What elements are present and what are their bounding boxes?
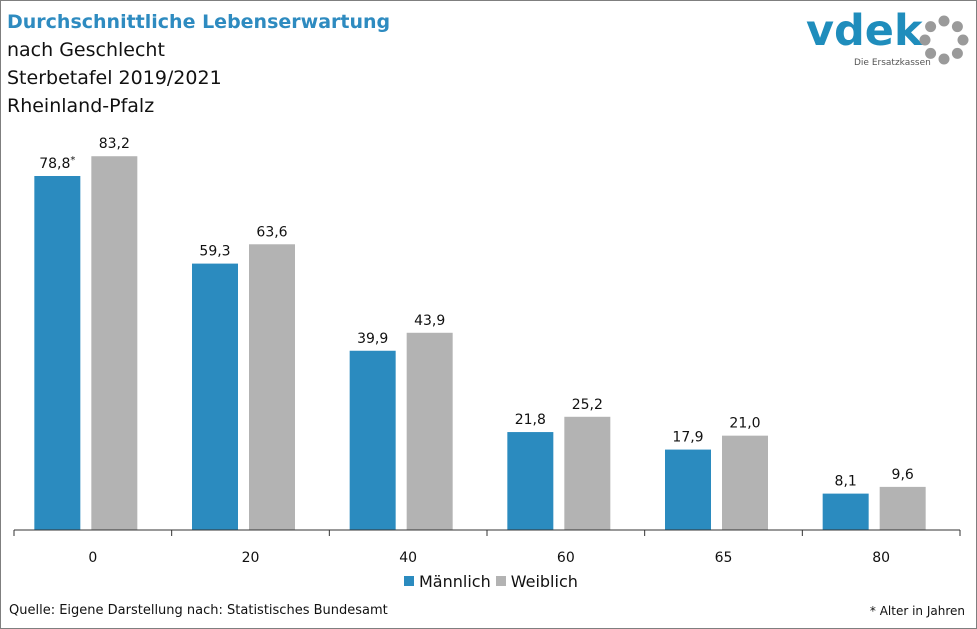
title-line-4: Rheinland-Pfalz bbox=[7, 95, 155, 117]
title-line-3: Sterbetafel 2019/2021 bbox=[7, 67, 222, 89]
data-label-male-80: 8,1 bbox=[835, 474, 857, 490]
title-line-1: Durchschnittliche Lebenserwartung bbox=[7, 11, 391, 33]
legend-swatch-female bbox=[495, 576, 506, 586]
data-label-female-65: 21,0 bbox=[729, 416, 760, 432]
data-label-female-80: 9,6 bbox=[892, 467, 914, 483]
data-label-male-20: 59,3 bbox=[199, 244, 230, 260]
data-label-male-60: 21,8 bbox=[515, 412, 546, 428]
bar-male-0 bbox=[34, 176, 81, 530]
bar-male-65 bbox=[665, 449, 711, 530]
x-tick-label-20: 20 bbox=[242, 550, 260, 566]
bar-female-20 bbox=[249, 244, 295, 530]
data-label-female-40: 43,9 bbox=[414, 313, 445, 329]
bar-female-60 bbox=[564, 416, 611, 530]
bar-female-40 bbox=[406, 332, 453, 530]
legend-label-male: Männlich bbox=[419, 571, 491, 591]
bar-female-0 bbox=[91, 156, 138, 530]
x-tick-label-0: 0 bbox=[88, 550, 97, 566]
logo-subtitle: Die Ersatzkassen bbox=[854, 58, 931, 68]
bar-female-80 bbox=[879, 486, 926, 530]
logo-wordmark: vdek bbox=[806, 6, 923, 56]
bar-male-80 bbox=[822, 493, 869, 530]
bar-male-20 bbox=[192, 263, 238, 530]
title-line-2: nach Geschlecht bbox=[7, 39, 165, 61]
bar-chart: 78,8* 83,2 0 59,3 63,6 20 39,9 43,9 40 21,8 25,2 60… bbox=[13, 136, 961, 566]
x-tick-label-65: 65 bbox=[715, 550, 733, 566]
footnote-marker: * bbox=[70, 155, 75, 166]
age-footnote: * Alter in Jahren bbox=[869, 604, 965, 618]
data-label-male-65: 17,9 bbox=[672, 430, 703, 446]
x-tick-label-40: 40 bbox=[399, 550, 417, 566]
x-tick-label-80: 80 bbox=[872, 550, 890, 566]
bar-male-60 bbox=[507, 432, 554, 530]
data-label-female-60: 25,2 bbox=[572, 397, 603, 413]
legend: Männlich Weiblich bbox=[404, 571, 583, 591]
bar-female-65 bbox=[722, 435, 768, 530]
logo-ring-icon bbox=[919, 15, 969, 65]
data-label-female-20: 63,6 bbox=[256, 224, 287, 240]
legend-item-male: Männlich bbox=[404, 572, 491, 591]
vdek-logo: vdek Die Ersatzkassen bbox=[806, 6, 971, 72]
x-tick-label-60: 60 bbox=[557, 550, 575, 566]
bar-male-40 bbox=[349, 350, 396, 530]
data-label-male-0: 78,8* bbox=[39, 155, 75, 172]
data-label-male-40: 39,9 bbox=[357, 331, 388, 347]
legend-label-female: Weiblich bbox=[510, 571, 578, 591]
legend-item-female: Weiblich bbox=[495, 571, 578, 591]
chart-title: Durchschnittliche Lebenserwartung nach G… bbox=[7, 8, 390, 120]
legend-swatch-male bbox=[404, 576, 414, 586]
data-label-female-0: 83,2 bbox=[99, 136, 130, 152]
source-note: Quelle: Eigene Darstellung nach: Statist… bbox=[9, 603, 388, 618]
